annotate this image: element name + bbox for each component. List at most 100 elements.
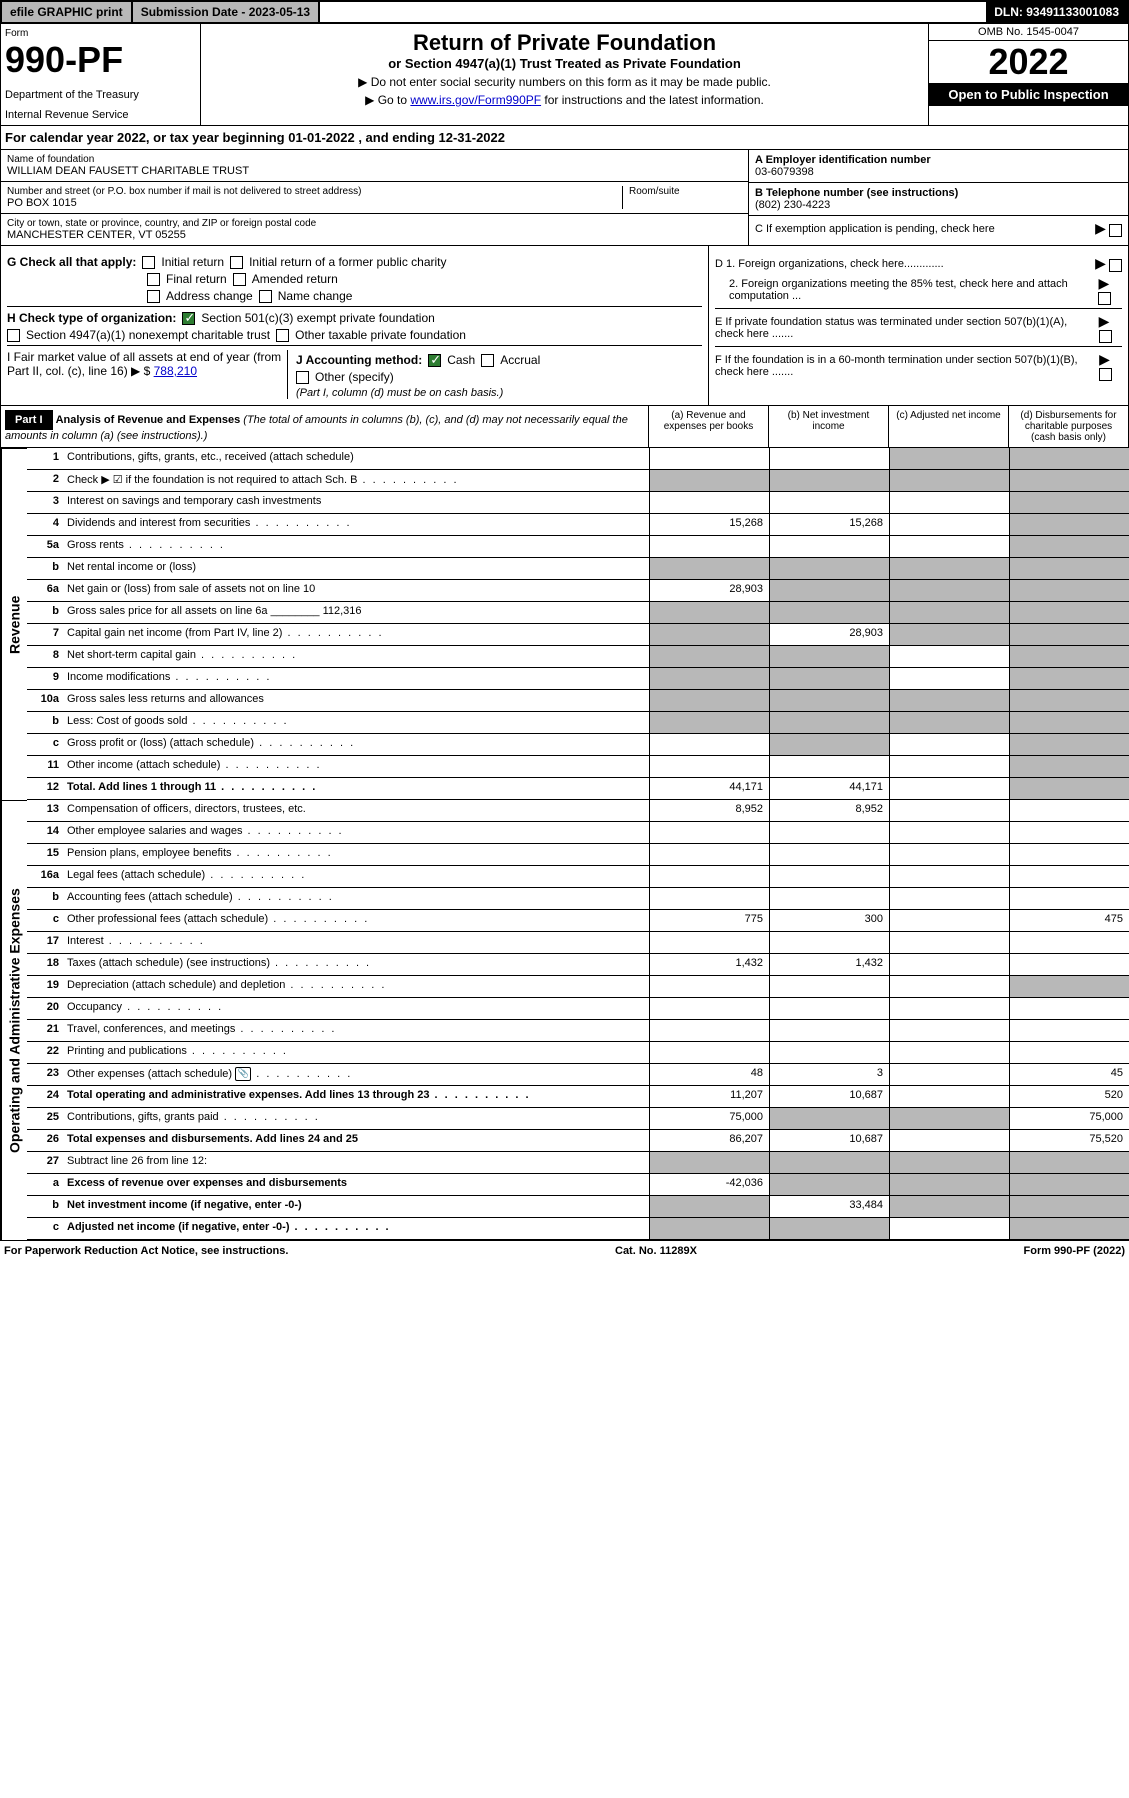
amended-checkbox[interactable] xyxy=(233,273,246,286)
paperwork-notice: For Paperwork Reduction Act Notice, see … xyxy=(4,1245,288,1257)
irs-link[interactable]: www.irs.gov/Form990PF xyxy=(410,93,541,107)
line-number: 27 xyxy=(27,1152,63,1173)
cell-c xyxy=(889,888,1009,909)
cell-b: 28,903 xyxy=(769,624,889,645)
cell-b xyxy=(769,712,889,733)
line-number: 23 xyxy=(27,1064,63,1085)
other-method-checkbox[interactable] xyxy=(296,371,309,384)
cash-checkbox[interactable] xyxy=(428,354,441,367)
exemption-checkbox[interactable] xyxy=(1109,224,1122,237)
line-description: Gross sales less returns and allowances xyxy=(63,690,649,711)
line-number: b xyxy=(27,1196,63,1217)
initial-former-checkbox[interactable] xyxy=(230,256,243,269)
line-number: 3 xyxy=(27,492,63,513)
cell-b xyxy=(769,1042,889,1063)
table-row: aExcess of revenue over expenses and dis… xyxy=(27,1174,1129,1196)
dln: DLN: 93491133001083 xyxy=(986,2,1127,22)
table-row: 19Depreciation (attach schedule) and dep… xyxy=(27,976,1129,998)
cell-b: 15,268 xyxy=(769,514,889,535)
line-description: Check ▶ ☑ if the foundation is not requi… xyxy=(63,470,649,491)
address: PO BOX 1015 xyxy=(7,197,622,209)
line-description: Other expenses (attach schedule) 📎 xyxy=(63,1064,649,1085)
cell-a xyxy=(649,668,769,689)
col-b-header: (b) Net investment income xyxy=(768,406,888,447)
initial-return-checkbox[interactable] xyxy=(142,256,155,269)
cell-c xyxy=(889,1174,1009,1195)
calendar-year: For calendar year 2022, or tax year begi… xyxy=(0,126,1129,150)
table-row: 9Income modifications xyxy=(27,668,1129,690)
cell-dd: 475 xyxy=(1009,910,1129,931)
table-row: 3Interest on savings and temporary cash … xyxy=(27,492,1129,514)
cell-dd xyxy=(1009,1042,1129,1063)
table-row: 8Net short-term capital gain xyxy=(27,646,1129,668)
line-description: Gross sales price for all assets on line… xyxy=(63,602,649,623)
cell-b xyxy=(769,998,889,1019)
foreign85-checkbox[interactable] xyxy=(1098,292,1111,305)
cell-dd xyxy=(1009,580,1129,601)
cell-c xyxy=(889,602,1009,623)
line-number: 8 xyxy=(27,646,63,667)
ssn-note: ▶ Do not enter social security numbers o… xyxy=(207,75,922,89)
cell-a xyxy=(649,492,769,513)
cell-dd: 45 xyxy=(1009,1064,1129,1085)
part1-title: Analysis of Revenue and Expenses xyxy=(56,414,241,426)
cell-b xyxy=(769,734,889,755)
cell-c xyxy=(889,866,1009,887)
exemption-label: C If exemption application is pending, c… xyxy=(755,223,995,235)
line-description: Gross profit or (loss) (attach schedule) xyxy=(63,734,649,755)
cell-c xyxy=(889,514,1009,535)
table-row: cGross profit or (loss) (attach schedule… xyxy=(27,734,1129,756)
table-row: 6aNet gain or (loss) from sale of assets… xyxy=(27,580,1129,602)
cell-b: 10,687 xyxy=(769,1130,889,1151)
cell-dd xyxy=(1009,470,1129,491)
cell-a xyxy=(649,624,769,645)
4947-checkbox[interactable] xyxy=(7,329,20,342)
cell-dd xyxy=(1009,822,1129,843)
table-row: cOther professional fees (attach schedul… xyxy=(27,910,1129,932)
table-row: 11Other income (attach schedule) xyxy=(27,756,1129,778)
cell-b xyxy=(769,558,889,579)
cell-a xyxy=(649,932,769,953)
cell-a xyxy=(649,690,769,711)
fmv-value[interactable]: 788,210 xyxy=(154,364,197,378)
foreign-checkbox[interactable] xyxy=(1109,259,1122,272)
cell-c xyxy=(889,822,1009,843)
table-row: 2Check ▶ ☑ if the foundation is not requ… xyxy=(27,470,1129,492)
table-row: 15Pension plans, employee benefits xyxy=(27,844,1129,866)
foundation-name-label: Name of foundation xyxy=(7,154,742,165)
d2-label: 2. Foreign organizations meeting the 85%… xyxy=(729,278,1092,302)
line-number: 19 xyxy=(27,976,63,997)
line-number: a xyxy=(27,1174,63,1195)
address-change-checkbox[interactable] xyxy=(147,290,160,303)
line-number: 2 xyxy=(27,470,63,491)
cell-c xyxy=(889,492,1009,513)
link-note: ▶ Go to www.irs.gov/Form990PF for instru… xyxy=(207,93,922,107)
501c3-checkbox[interactable] xyxy=(182,312,195,325)
attachment-icon[interactable]: 📎 xyxy=(235,1067,251,1081)
cell-a xyxy=(649,844,769,865)
d1-label: D 1. Foreign organizations, check here..… xyxy=(715,258,944,270)
60month-checkbox[interactable] xyxy=(1099,368,1112,381)
cell-b xyxy=(769,888,889,909)
form-label: Form xyxy=(5,28,196,39)
name-change-checkbox[interactable] xyxy=(259,290,272,303)
top-bar: efile GRAPHIC print Submission Date - 20… xyxy=(0,0,1129,24)
line-description: Travel, conferences, and meetings xyxy=(63,1020,649,1041)
line-description: Compensation of officers, directors, tru… xyxy=(63,800,649,821)
other-taxable-checkbox[interactable] xyxy=(276,329,289,342)
cell-c xyxy=(889,1064,1009,1085)
cell-c xyxy=(889,1086,1009,1107)
line-description: Contributions, gifts, grants, etc., rece… xyxy=(63,448,649,469)
final-return-checkbox[interactable] xyxy=(147,273,160,286)
line-description: Dividends and interest from securities xyxy=(63,514,649,535)
efile-label[interactable]: efile GRAPHIC print xyxy=(2,2,133,22)
page-footer: For Paperwork Reduction Act Notice, see … xyxy=(0,1240,1129,1261)
cell-a xyxy=(649,558,769,579)
line-description: Total operating and administrative expen… xyxy=(63,1086,649,1107)
part1-label: Part I xyxy=(5,410,53,430)
line-number: 26 xyxy=(27,1130,63,1151)
terminated-checkbox[interactable] xyxy=(1099,330,1112,343)
cell-dd: 75,520 xyxy=(1009,1130,1129,1151)
cell-c xyxy=(889,1196,1009,1217)
accrual-checkbox[interactable] xyxy=(481,354,494,367)
